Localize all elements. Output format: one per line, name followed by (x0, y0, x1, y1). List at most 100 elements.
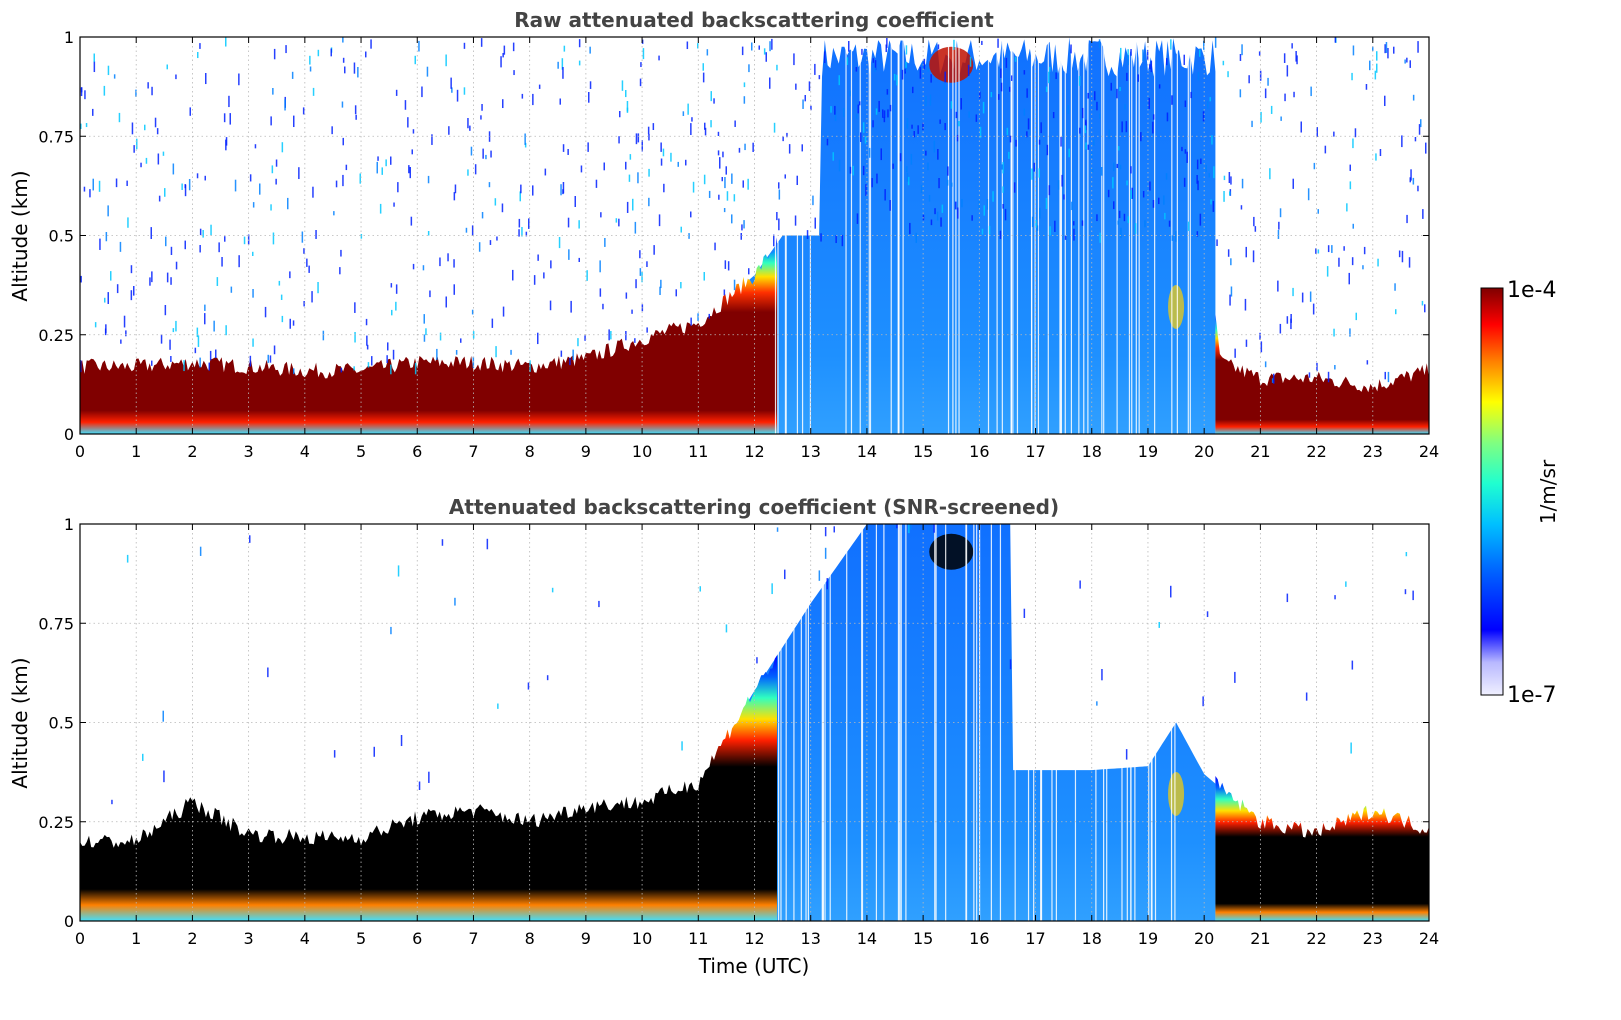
noise-speckle (1352, 138, 1354, 149)
noise-speckle (1084, 125, 1087, 134)
noise-speckle (230, 286, 233, 293)
noise-speckle (1099, 113, 1101, 119)
noise-speckle (603, 162, 605, 171)
noise-speckle (906, 118, 909, 129)
noise-speckle (600, 212, 602, 218)
x-tick-label: 5 (356, 929, 366, 948)
noise-speckle (429, 290, 431, 298)
noise-speckle (408, 165, 410, 174)
noise-speckle (199, 228, 202, 236)
noise-speckle (1081, 220, 1084, 226)
x-tick-label: 19 (1138, 442, 1158, 461)
noise-speckle (788, 144, 791, 154)
noise-speckle (342, 37, 344, 43)
noise-speckle (933, 140, 936, 153)
noise-speckle (1073, 228, 1075, 241)
noise-speckle (690, 123, 692, 136)
noise-speckle (944, 123, 946, 131)
x-tick-label: 11 (688, 442, 708, 461)
noise-speckle (1310, 86, 1312, 97)
noise-speckle (418, 40, 420, 52)
noise-speckle (598, 600, 600, 608)
noise-speckle (681, 741, 683, 751)
noise-speckle (1292, 287, 1294, 297)
noise-speckle (330, 48, 332, 57)
noise-speckle (172, 163, 175, 175)
noise-speckle (568, 249, 570, 260)
noise-speckle (342, 57, 345, 63)
aerosol-plume (1168, 284, 1185, 329)
noise-speckle (252, 251, 254, 256)
y-tick-label: 0.5 (49, 714, 74, 733)
noise-speckle (309, 66, 312, 72)
noise-speckle (634, 221, 637, 234)
x-tick-label: 24 (1419, 929, 1439, 948)
noise-speckle (1206, 611, 1209, 618)
noise-speckle (765, 52, 767, 62)
noise-speckle (1352, 223, 1354, 229)
noise-speckle (292, 320, 295, 326)
noise-speckle (640, 62, 642, 68)
noise-speckle (196, 173, 199, 179)
noise-speckle (886, 89, 889, 95)
noise-speckle (1078, 76, 1081, 86)
noise-speckle (1164, 212, 1166, 220)
noise-speckle (1002, 162, 1004, 174)
noise-speckle (856, 114, 858, 119)
noise-speckle (875, 108, 878, 115)
noise-speckle (387, 342, 389, 351)
noise-speckle (454, 597, 456, 606)
noise-speckle (93, 61, 96, 73)
noise-speckle (635, 279, 637, 289)
noise-speckle (1259, 70, 1262, 81)
noise-speckle (642, 48, 645, 60)
noise-speckle (1027, 118, 1030, 130)
x-tick-label: 19 (1138, 929, 1158, 948)
noise-speckle (625, 292, 628, 299)
noise-speckle (1271, 378, 1274, 383)
noise-speckle (1152, 121, 1154, 134)
noise-speckle (395, 89, 398, 96)
noise-speckle (135, 89, 137, 97)
noise-speckle (1286, 65, 1289, 77)
noise-speckle (1002, 186, 1004, 193)
noise-speckle (162, 151, 165, 156)
noise-speckle (1239, 89, 1242, 98)
x-tick-label: 24 (1419, 442, 1439, 461)
noise-speckle (1394, 283, 1396, 291)
noise-speckle (421, 86, 423, 98)
noise-speckle (1127, 216, 1130, 224)
noise-speckle (1158, 197, 1160, 205)
noise-speckle (1205, 164, 1207, 172)
x-tick-label: 13 (801, 929, 821, 948)
noise-speckle (1279, 323, 1282, 334)
noise-speckle (1410, 169, 1412, 181)
x-axis-label: Time (UTC) (698, 954, 810, 978)
noise-speckle (1096, 701, 1098, 706)
noise-speckle (615, 218, 618, 223)
noise-speckle (1305, 692, 1308, 701)
noise-speckle (1184, 100, 1187, 108)
noise-speckle (599, 288, 602, 297)
x-tick-label: 17 (1025, 929, 1045, 948)
x-tick-label: 10 (632, 442, 652, 461)
noise-speckle (1290, 318, 1292, 330)
noise-speckle (1146, 49, 1149, 60)
noise-speckle (163, 770, 165, 783)
noise-speckle (1144, 220, 1146, 228)
noise-speckle (1230, 286, 1233, 297)
noise-speckle (1267, 77, 1269, 86)
noise-speckle (115, 178, 118, 188)
noise-speckle (577, 338, 579, 347)
x-tick-label: 22 (1306, 442, 1326, 461)
noise-speckle (390, 283, 393, 288)
noise-speckle (713, 98, 715, 104)
noise-speckle (1366, 360, 1369, 365)
x-tick-label: 13 (801, 442, 821, 461)
noise-speckle (629, 154, 632, 160)
noise-speckle (1207, 103, 1209, 109)
noise-speckle (1142, 49, 1144, 61)
noise-speckle (778, 218, 780, 231)
noise-speckle (125, 330, 127, 337)
noise-speckle (1223, 191, 1225, 202)
